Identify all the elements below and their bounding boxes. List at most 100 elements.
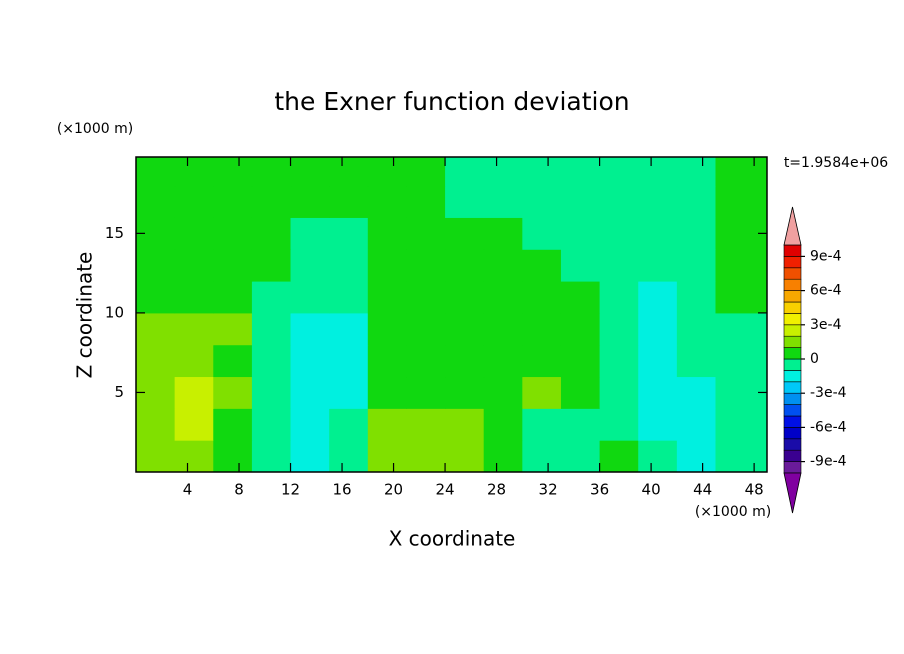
field-cell	[522, 408, 562, 441]
y-tick-label: 5	[114, 383, 124, 401]
field-cell	[290, 281, 330, 314]
field-cell	[599, 376, 639, 409]
field-cell	[174, 157, 214, 187]
field-cell	[445, 217, 485, 250]
x-tick-label: 40	[642, 481, 661, 499]
field-cell	[213, 312, 253, 346]
field-cell	[445, 408, 485, 441]
colorbar-bin	[783, 301, 802, 314]
field-cell	[251, 217, 292, 250]
x-tick-label: 28	[487, 481, 506, 499]
field-cell	[290, 157, 330, 187]
field-cell	[483, 217, 523, 250]
x-tick-label: 12	[281, 481, 300, 499]
field-cell	[445, 249, 485, 282]
colorbar-bin	[783, 370, 802, 383]
colorbar-tick-label: -9e-4	[810, 454, 847, 470]
field-cell	[599, 344, 639, 378]
colorbar-tick-label: 0	[810, 351, 819, 367]
colorbar-bin	[783, 461, 802, 474]
field-cell	[367, 312, 407, 346]
field-cell	[676, 249, 716, 282]
colorbar-tick-label: 6e-4	[810, 283, 842, 299]
field-cell	[715, 185, 768, 218]
field-cell	[213, 408, 253, 441]
field-cell	[560, 157, 601, 187]
field-cell	[676, 440, 716, 473]
colorbar-bin	[783, 278, 802, 291]
field-cell	[406, 440, 446, 473]
field-cell	[251, 344, 292, 378]
field-cell	[638, 217, 678, 250]
field-cell	[174, 281, 214, 314]
colorbar-bin	[783, 449, 802, 462]
field-cell	[213, 217, 253, 250]
colorbar-bin	[783, 392, 802, 405]
field-cell	[174, 312, 214, 346]
field-cell	[136, 344, 176, 378]
field-cell	[445, 440, 485, 473]
field-cell	[638, 376, 678, 409]
field-cell	[290, 440, 330, 473]
field-cell	[599, 408, 639, 441]
field-cell	[483, 440, 523, 473]
colorbar-bin	[783, 267, 802, 280]
field-cell	[329, 157, 369, 187]
colorbar-bin	[783, 256, 802, 269]
field-cell	[599, 185, 639, 218]
field-cell	[406, 217, 446, 250]
field-cell	[715, 344, 768, 378]
field-cell	[367, 376, 407, 409]
field-cell	[445, 344, 485, 378]
field-cell	[522, 312, 562, 346]
colorbar-bin	[783, 313, 802, 326]
field-cell	[136, 312, 176, 346]
field-cell	[715, 440, 768, 473]
field-cell	[599, 281, 639, 314]
field-cell	[560, 376, 601, 409]
field-cell	[522, 217, 562, 250]
field-cell	[406, 249, 446, 282]
field-cell	[560, 249, 601, 282]
field-cell	[715, 249, 768, 282]
field-cell	[406, 157, 446, 187]
field-cell	[638, 157, 678, 187]
field-cell	[638, 281, 678, 314]
plot-frame	[135, 156, 768, 473]
field-cell	[445, 281, 485, 314]
field-cell	[560, 344, 601, 378]
field-cell	[213, 185, 253, 218]
field-cell	[483, 344, 523, 378]
colorbar-tick-label: -6e-4	[810, 419, 847, 435]
field-cell	[406, 344, 446, 378]
field-cell	[290, 408, 330, 441]
field-cell	[560, 281, 601, 314]
field-cell	[522, 185, 562, 218]
field-cell	[522, 249, 562, 282]
field-cell	[213, 249, 253, 282]
field-cell	[522, 376, 562, 409]
field-cell	[676, 157, 716, 187]
field-cell	[329, 408, 369, 441]
field-cell	[406, 312, 446, 346]
colorbar-under	[783, 472, 802, 514]
field-cell	[483, 408, 523, 441]
colorbar-bin	[783, 244, 802, 257]
field-cell	[445, 185, 485, 218]
y-unit: (×1000 m)	[57, 121, 133, 137]
field-cell	[174, 344, 214, 378]
field-cell	[367, 185, 407, 218]
field-cell	[406, 408, 446, 441]
field-cell	[174, 217, 214, 250]
field-cell	[290, 217, 330, 250]
field-cell	[522, 344, 562, 378]
field-cell	[367, 408, 407, 441]
time-annotation: t=1.9584e+06	[784, 155, 888, 171]
field-cell	[599, 157, 639, 187]
field-cell	[174, 440, 214, 473]
field-cell	[599, 312, 639, 346]
field-cell	[174, 376, 214, 409]
field-cell	[522, 440, 562, 473]
colorbar-over	[783, 206, 802, 246]
